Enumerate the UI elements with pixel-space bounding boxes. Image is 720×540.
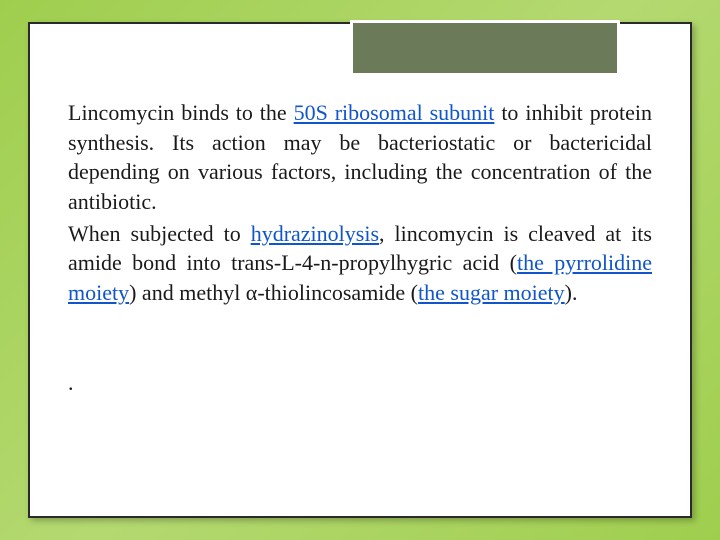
link-sugar-moiety[interactable]: the sugar moiety [418,280,565,305]
p2-text-3: ) and methyl α-thiolincosamide ( [129,280,418,305]
p2-text-4: ). [565,280,578,305]
trailing-dot: . [68,368,652,398]
p1-text-1: Lincomycin binds to the [68,100,294,125]
header-accent-block [350,20,620,76]
p2-text-1: When subjected to [68,221,251,246]
slide-card: Lincomycin binds to the 50S ribosomal su… [28,22,692,518]
paragraph-2: When subjected to hydrazinolysis, lincom… [68,219,652,308]
paragraph-1: Lincomycin binds to the 50S ribosomal su… [68,98,652,217]
slide-content: Lincomycin binds to the 50S ribosomal su… [68,98,652,398]
link-hydrazinolysis[interactable]: hydrazinolysis [251,221,379,246]
link-50s-ribosomal-subunit[interactable]: 50S ribosomal subunit [294,100,495,125]
